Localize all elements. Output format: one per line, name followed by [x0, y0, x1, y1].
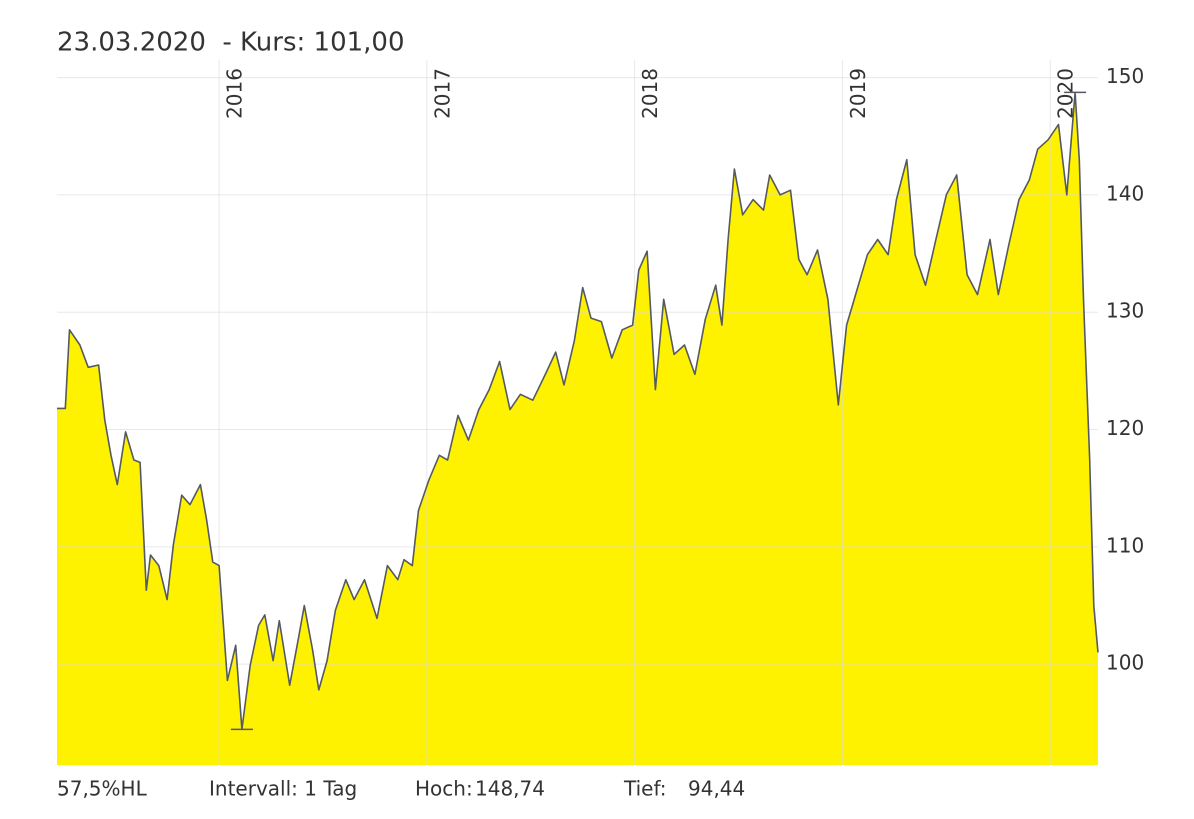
high-value: 148,74 — [475, 777, 545, 801]
y-tick-label: 150 — [1106, 64, 1144, 88]
x-tick-label: 2018 — [638, 68, 662, 119]
footer-text: Intervall: 1 Tag — [209, 777, 357, 801]
low-value: 94,44 — [688, 777, 745, 801]
y-tick-label: 130 — [1106, 299, 1144, 323]
y-tick-label: 120 — [1106, 416, 1144, 440]
high-label: Hoch: — [415, 777, 473, 801]
y-tick-label: 110 — [1106, 533, 1144, 557]
x-tick-label: 2019 — [846, 68, 870, 119]
line — [57, 91, 1099, 731]
x-tick-label: 2020 — [1054, 68, 1078, 119]
y-tick-label: 100 — [1106, 651, 1144, 675]
chart-title: 23.03.2020 - Kurs: 101,00 — [57, 28, 405, 58]
x-tick-label: 2017 — [430, 68, 454, 119]
x-tick-label: 2016 — [223, 68, 247, 119]
footer-text: 57,5%HL — [57, 777, 148, 801]
low-label: Tief: — [623, 777, 667, 801]
area — [57, 92, 1098, 765]
y-tick-label: 140 — [1106, 181, 1144, 205]
